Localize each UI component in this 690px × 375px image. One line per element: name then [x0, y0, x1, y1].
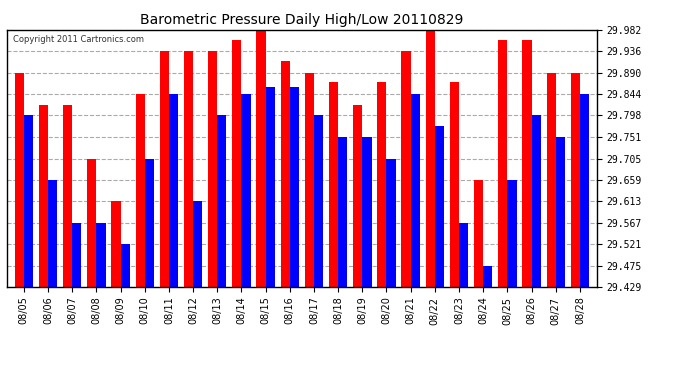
- Bar: [72, 223, 81, 287]
- Bar: [483, 266, 493, 287]
- Bar: [353, 105, 362, 287]
- Bar: [121, 244, 130, 287]
- Bar: [329, 82, 338, 287]
- Bar: [435, 126, 444, 287]
- Bar: [474, 180, 483, 287]
- Bar: [266, 87, 275, 287]
- Bar: [426, 30, 435, 287]
- Bar: [24, 116, 33, 287]
- Bar: [377, 82, 386, 287]
- Bar: [257, 30, 266, 287]
- Bar: [386, 159, 395, 287]
- Bar: [217, 116, 226, 287]
- Bar: [402, 51, 411, 287]
- Bar: [111, 201, 121, 287]
- Bar: [48, 180, 57, 287]
- Bar: [281, 61, 290, 287]
- Bar: [63, 105, 72, 287]
- Bar: [546, 73, 555, 287]
- Bar: [145, 159, 154, 287]
- Bar: [169, 94, 178, 287]
- Bar: [498, 40, 507, 287]
- Bar: [411, 94, 420, 287]
- Bar: [555, 137, 565, 287]
- Bar: [290, 87, 299, 287]
- Bar: [459, 223, 469, 287]
- Bar: [507, 180, 517, 287]
- Title: Barometric Pressure Daily High/Low 20110829: Barometric Pressure Daily High/Low 20110…: [140, 13, 464, 27]
- Bar: [571, 73, 580, 287]
- Bar: [39, 105, 48, 287]
- Bar: [338, 137, 347, 287]
- Text: Copyright 2011 Cartronics.com: Copyright 2011 Cartronics.com: [13, 35, 144, 44]
- Bar: [159, 51, 169, 287]
- Bar: [87, 159, 97, 287]
- Bar: [97, 223, 106, 287]
- Bar: [241, 94, 250, 287]
- Bar: [305, 73, 314, 287]
- Bar: [233, 40, 241, 287]
- Bar: [314, 116, 323, 287]
- Bar: [580, 94, 589, 287]
- Bar: [362, 137, 371, 287]
- Bar: [208, 51, 217, 287]
- Bar: [184, 51, 193, 287]
- Bar: [14, 73, 24, 287]
- Bar: [193, 201, 202, 287]
- Bar: [522, 40, 531, 287]
- Bar: [135, 94, 145, 287]
- Bar: [450, 82, 459, 287]
- Bar: [531, 116, 541, 287]
